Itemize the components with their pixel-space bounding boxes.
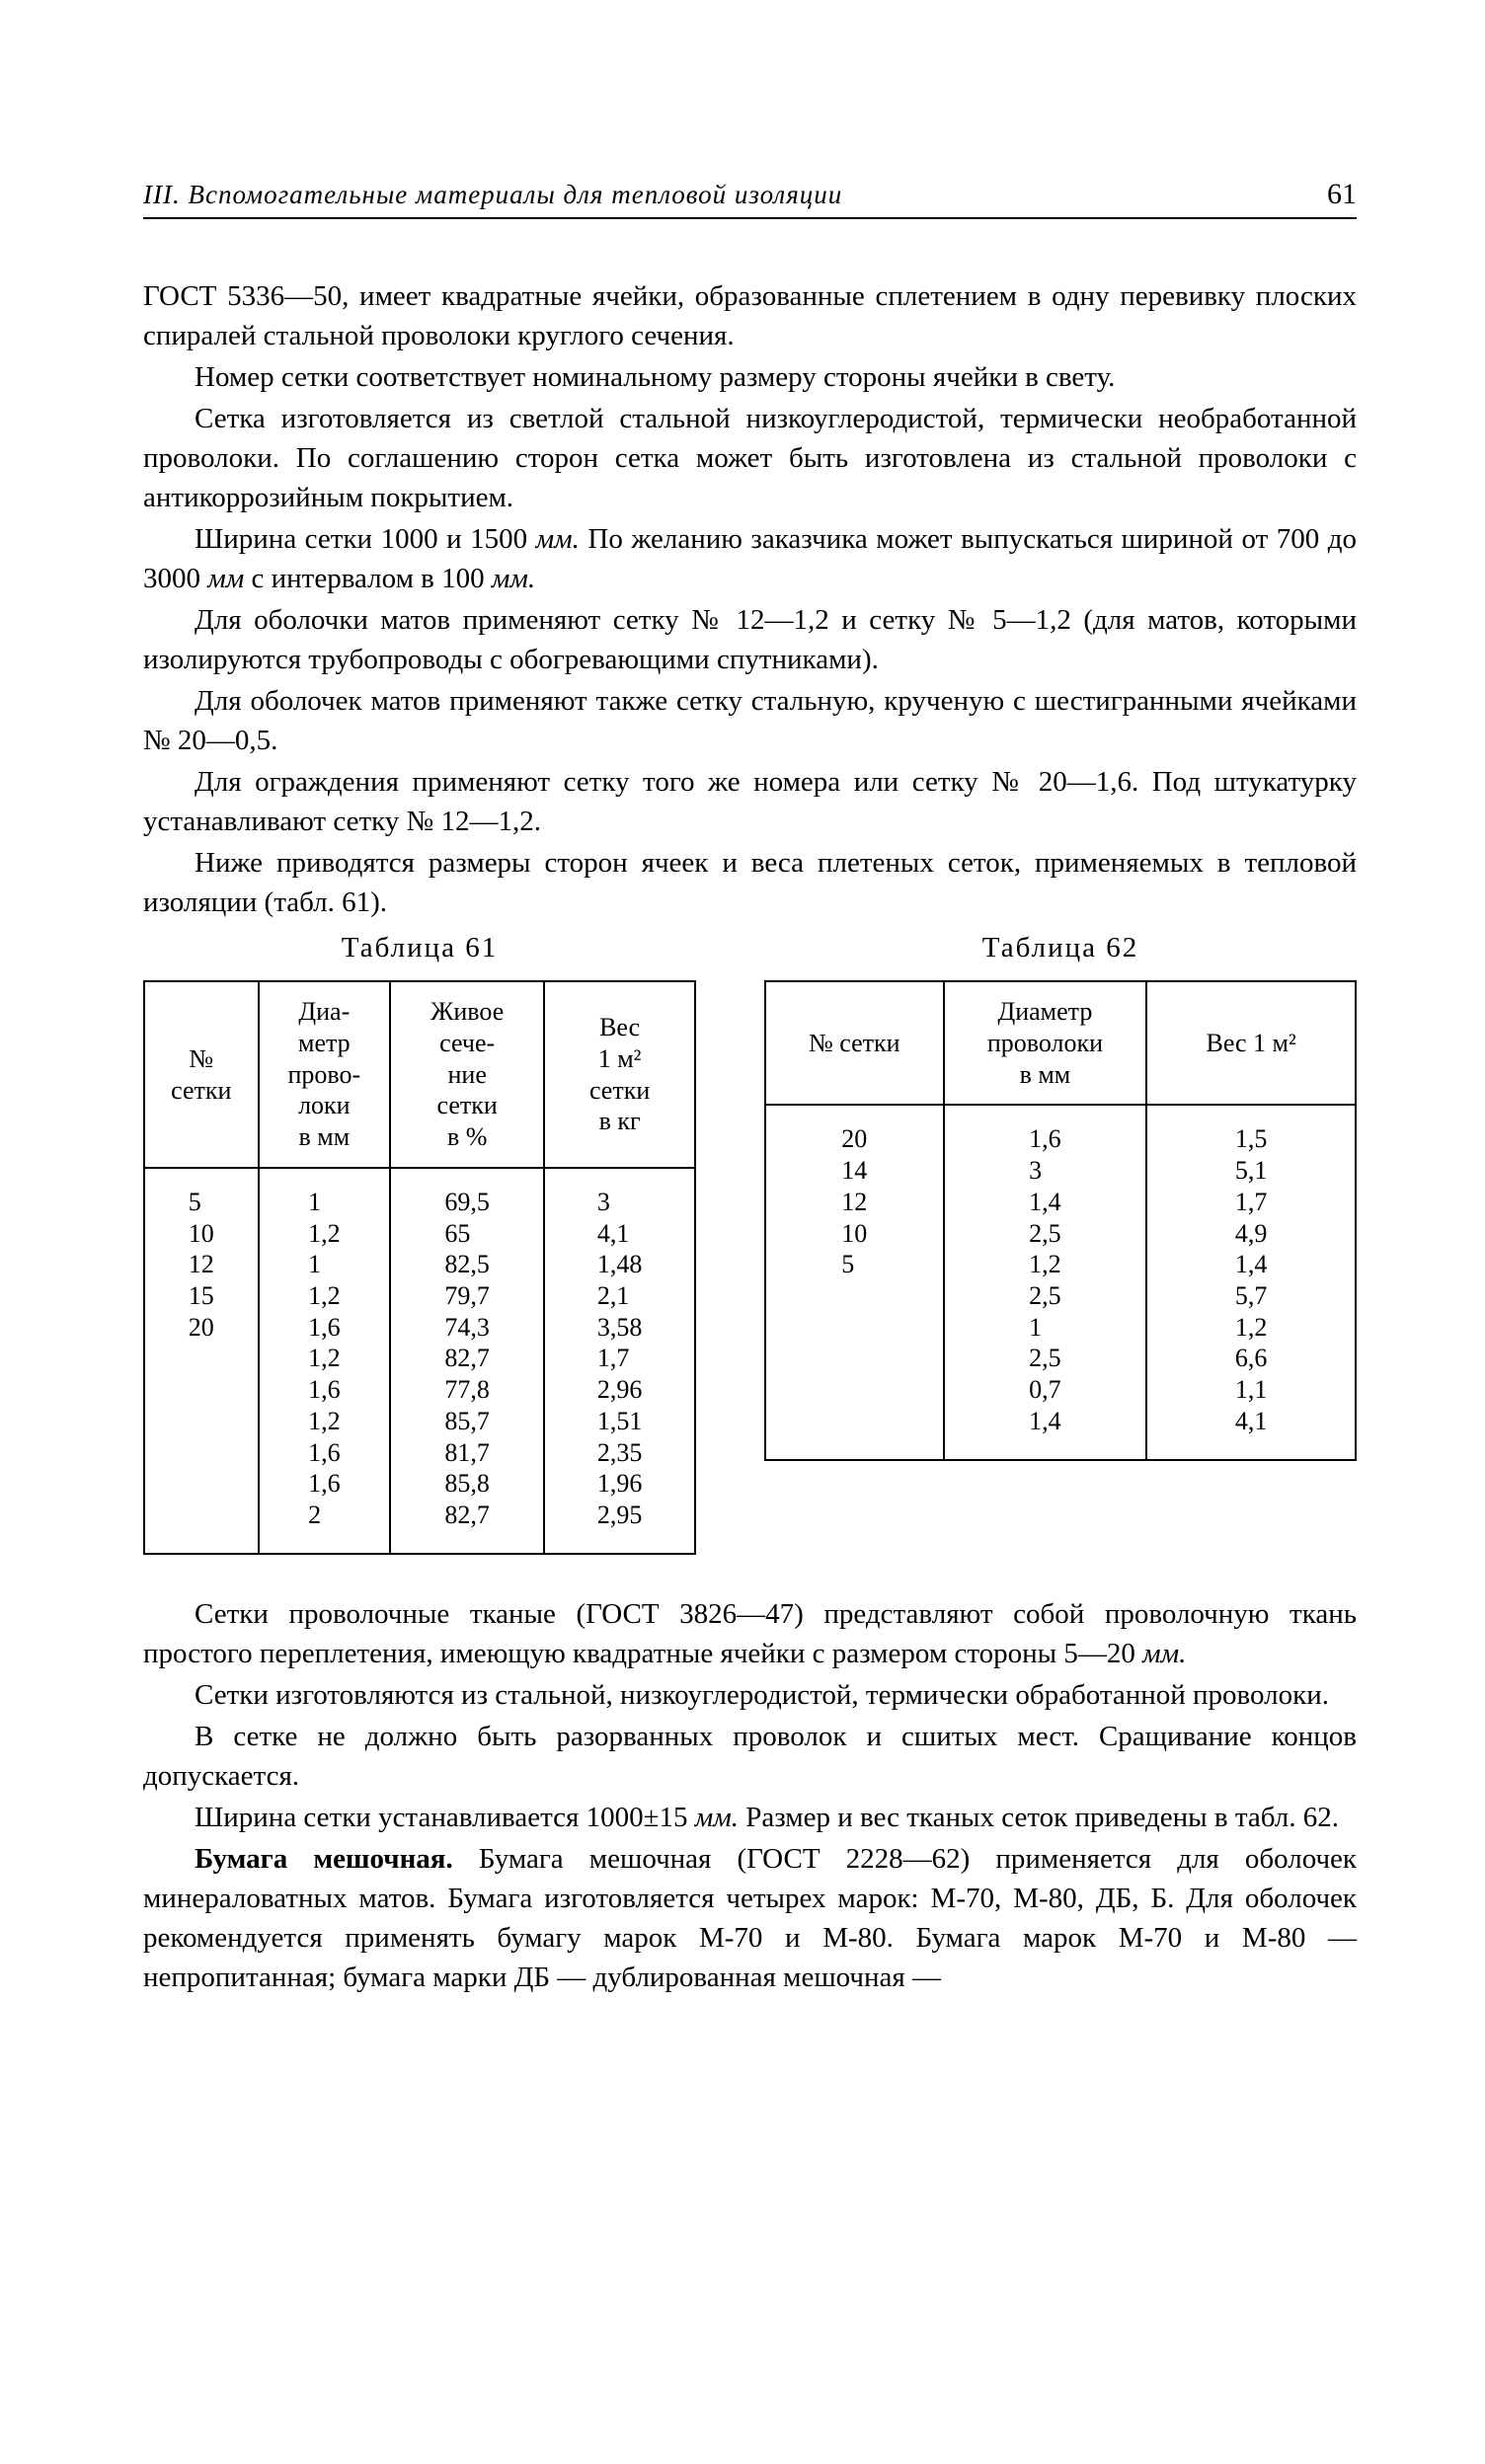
page-header: III. Вспомогательные материалы для тепло… [143,178,1357,219]
paragraph: Для ограждения применяют сетку того же н… [143,762,1357,841]
table-61: № сетки Диа- метр прово- локи в мм Живое [143,980,696,1555]
page: III. Вспомогательные материалы для тепло… [0,0,1485,2464]
paragraph: Ниже приводятся размеры сторон ячеек и в… [143,843,1357,922]
paragraph: Ширина сетки 1000 и 1500 мм. По желанию … [143,519,1357,598]
paragraph: ГОСТ 5336—50, имеет квадратные ячейки, о… [143,276,1357,355]
paragraph: Бумага мешочная. Бумага мешочная (ГОСТ 2… [143,1839,1357,1997]
cell: 1,6 3 1,4 2,5 1,2 2,5 1 2,5 0,7 1,4 [944,1105,1147,1459]
col-header: № сетки [144,981,259,1168]
col-header: Вес 1 м² сетки в кг [544,981,695,1168]
cell: 1 1,2 1 1,2 1,6 1,2 1,6 1,2 1,6 1,6 2 [259,1168,391,1554]
table-62-block: Таблица 62 № сетки Диаметр проволоки в м… [764,932,1357,1555]
paragraph: Для оболочки матов применяют сетку № 12—… [143,600,1357,679]
body-bottom: Сетки проволочные тканые (ГОСТ 3826—47) … [143,1594,1357,1997]
table-62-caption: Таблица 62 [764,932,1357,964]
cell: 1,5 5,1 1,7 4,9 1,4 5,7 1,2 6,6 1,1 4,1 [1146,1105,1356,1459]
paragraph: Ширина сетки устанавливается 1000±15 мм.… [143,1798,1357,1837]
table-header-row: № сетки Диаметр проволоки в мм Вес 1 м² [765,981,1356,1105]
section-title: III. Вспомогательные материалы для тепло… [143,180,842,210]
table-62: № сетки Диаметр проволоки в мм Вес 1 м² [764,980,1357,1460]
col-header: № сетки [765,981,944,1105]
paragraph: В сетке не должно быть разорванных прово… [143,1717,1357,1796]
table-header-row: № сетки Диа- метр прово- локи в мм Живое [144,981,695,1168]
col-header: Вес 1 м² [1146,981,1356,1105]
table-61-caption: Таблица 61 [143,932,696,964]
col-header: Живое сече- ние сетки в % [390,981,544,1168]
cell: 69,5 65 82,5 79,7 74,3 82,7 77,8 85,7 81… [390,1168,544,1554]
page-number: 61 [1327,178,1357,211]
col-header: Диа- метр прово- локи в мм [259,981,391,1168]
paragraph: Номер сетки соответствует номинальному р… [143,357,1357,397]
table-61-block: Таблица 61 № сетки Диа- метр прово- локи [143,932,696,1555]
paragraph: Для оболочек матов применяют также сетку… [143,681,1357,760]
paragraph: Сетки проволочные тканые (ГОСТ 3826—47) … [143,1594,1357,1673]
table-row: 5 10 12 15 20 [144,1168,695,1554]
cell: 20 14 12 10 5 [765,1105,944,1459]
table-row: 20 14 12 10 5 [765,1105,1356,1459]
body-top: ГОСТ 5336—50, имеет квадратные ячейки, о… [143,276,1357,922]
cell: 5 10 12 15 20 [144,1168,259,1554]
paragraph: Сетки изготовляются из стальной, низкоуг… [143,1675,1357,1715]
tables-row: Таблица 61 № сетки Диа- метр прово- локи [143,932,1357,1555]
col-header: Диаметр проволоки в мм [944,981,1147,1105]
paragraph: Сетка изготовляется из светлой стальной … [143,399,1357,517]
cell: 3 4,1 1,48 2,1 3,58 1,7 2,96 1,51 2,35 1… [544,1168,695,1554]
